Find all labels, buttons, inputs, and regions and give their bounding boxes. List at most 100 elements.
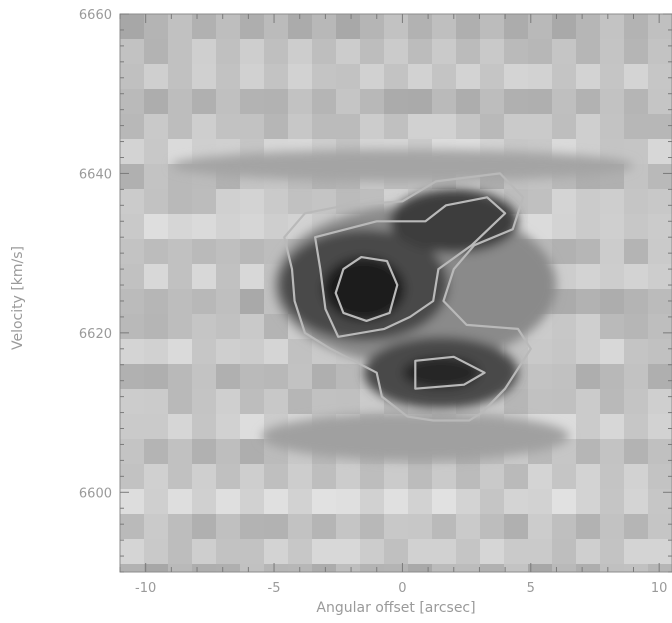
heatmap-cell (600, 64, 625, 90)
heatmap-cell (528, 514, 553, 540)
y-tick-label: 6620 (79, 327, 112, 342)
heatmap-cell (168, 314, 193, 340)
heatmap-cell (120, 289, 145, 315)
heatmap-cell (240, 14, 265, 40)
heatmap-cell (336, 14, 361, 40)
heatmap-cell (216, 439, 241, 465)
heatmap-cell (240, 39, 265, 65)
heatmap-cell (168, 364, 193, 390)
heatmap-cell (192, 489, 217, 515)
heatmap-cell (600, 339, 625, 365)
heatmap-cell (552, 114, 577, 140)
heatmap-cell (408, 489, 433, 515)
heatmap-cell (624, 364, 649, 390)
heatmap-cell (192, 314, 217, 340)
heatmap-cell (408, 14, 433, 40)
heatmap-cell (192, 364, 217, 390)
heatmap-cell (600, 364, 625, 390)
heatmap-cell (624, 64, 649, 90)
heatmap-cell (192, 464, 217, 490)
heatmap-cell (600, 489, 625, 515)
heatmap-cell (144, 414, 169, 440)
heatmap-cell (120, 139, 145, 165)
heatmap-cell (624, 214, 649, 240)
x-axis-title: Angular offset [arcsec] (316, 600, 475, 616)
heatmap-cell (264, 89, 289, 115)
heatmap-cell (216, 214, 241, 240)
heatmap-cell (144, 189, 169, 215)
heatmap-cell (288, 539, 313, 565)
heatmap-cell (576, 514, 601, 540)
heatmap-cell (216, 364, 241, 390)
heatmap-cell (264, 64, 289, 90)
heatmap-cell (600, 514, 625, 540)
heatmap-cell (240, 64, 265, 90)
heatmap-cell (528, 89, 553, 115)
heatmap-cell (504, 114, 529, 140)
heatmap-cell (216, 564, 241, 572)
heatmap-cell (288, 64, 313, 90)
heatmap-cell (216, 114, 241, 140)
heatmap-cell (240, 489, 265, 515)
heatmap-cell (216, 64, 241, 90)
heatmap-cell (312, 489, 337, 515)
heatmap-cell (168, 564, 193, 572)
heatmap-cell (144, 214, 169, 240)
heatmap-cell (216, 489, 241, 515)
heatmap-cell (360, 39, 385, 65)
heatmap-cell (264, 114, 289, 140)
heatmap-cell (120, 89, 145, 115)
heatmap-cell (432, 539, 457, 565)
heatmap-cell (624, 189, 649, 215)
heatmap-cell (264, 564, 289, 572)
heatmap-cell (432, 514, 457, 540)
heatmap-cell (624, 514, 649, 540)
heatmap-cell (384, 514, 409, 540)
contour-layer (283, 172, 532, 422)
heatmap-cell (504, 489, 529, 515)
emission-blob (261, 412, 570, 461)
heatmap-cell (576, 439, 601, 465)
heatmap-cell (120, 364, 145, 390)
heatmap-cell (240, 514, 265, 540)
heatmap-cell (552, 539, 577, 565)
heatmap-cell (360, 464, 385, 490)
tick-labels: -10 -5 0 5 10 6600 6620 6640 6660 (79, 8, 668, 596)
heatmap-cell (480, 514, 505, 540)
heatmap-cell (120, 389, 145, 415)
heatmap-cell (216, 289, 241, 315)
heatmap-cell (576, 364, 601, 390)
heatmap-cell (360, 564, 385, 572)
heatmap-cell (648, 514, 672, 540)
heatmap-cell (192, 239, 217, 265)
heatmap-cell (264, 339, 289, 365)
heatmap-cell (144, 489, 169, 515)
heatmap-cell (528, 564, 553, 572)
x-tick-label: 10 (651, 581, 668, 596)
heatmap-cell (480, 539, 505, 565)
x-tick-label: -5 (268, 581, 281, 596)
x-tick-label: 0 (398, 581, 406, 596)
heatmap-cell (120, 164, 145, 190)
heatmap-cell (144, 539, 169, 565)
heatmap-cell (528, 464, 553, 490)
heatmap-cell (456, 464, 481, 490)
heatmap-cell (504, 539, 529, 565)
heatmap-cell (624, 264, 649, 290)
heatmap-cell (624, 39, 649, 65)
heatmap-cell (144, 164, 169, 190)
heatmap-cell (648, 289, 672, 315)
heatmap-cell (240, 464, 265, 490)
heatmap-cell (648, 464, 672, 490)
heatmap-cell (624, 114, 649, 140)
heatmap-cell (648, 139, 672, 165)
contour-middle-north (314, 196, 507, 338)
heatmap-cell (528, 214, 553, 240)
heatmap-cell (480, 14, 505, 40)
emission-blob (402, 356, 480, 389)
heatmap-cell (504, 39, 529, 65)
heatmap-cell (648, 39, 672, 65)
heatmap-cell (192, 439, 217, 465)
heatmap-cell (408, 564, 433, 572)
heatmap-cell (168, 389, 193, 415)
